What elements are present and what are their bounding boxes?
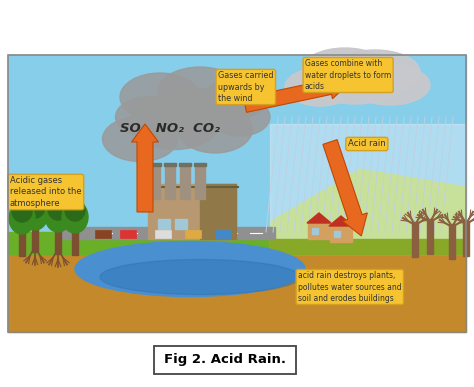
Ellipse shape <box>285 68 355 106</box>
Text: Fig 2. Acid Rain.: Fig 2. Acid Rain. <box>164 353 286 366</box>
Bar <box>164 163 176 166</box>
FancyBboxPatch shape <box>154 346 296 374</box>
Bar <box>95 230 111 238</box>
Bar <box>19 224 25 256</box>
Ellipse shape <box>202 79 267 119</box>
Bar <box>60 227 275 239</box>
Ellipse shape <box>65 199 85 221</box>
Ellipse shape <box>25 196 45 218</box>
Bar <box>195 164 205 199</box>
Ellipse shape <box>48 198 68 220</box>
Ellipse shape <box>100 260 300 295</box>
Bar <box>150 164 160 199</box>
Bar <box>270 124 466 254</box>
Ellipse shape <box>12 200 32 222</box>
Polygon shape <box>270 239 466 254</box>
Bar <box>194 163 206 166</box>
Ellipse shape <box>45 200 71 232</box>
Text: Acid rain: Acid rain <box>348 139 386 149</box>
Bar <box>158 219 170 229</box>
Bar <box>175 219 187 229</box>
Bar <box>185 230 201 238</box>
Bar <box>165 164 175 199</box>
Bar <box>427 219 433 254</box>
Bar <box>412 222 418 257</box>
Text: acid rain destroys plants,
pollutes water sources and
soil and erodes buildings: acid rain destroys plants, pollutes wate… <box>298 271 401 303</box>
Bar <box>463 221 469 256</box>
Text: Gases combine with
water droplets to form
acids: Gases combine with water droplets to for… <box>305 59 391 91</box>
FancyArrow shape <box>131 124 158 212</box>
Bar <box>200 184 236 239</box>
Bar <box>449 224 455 259</box>
Ellipse shape <box>62 201 88 233</box>
Text: SO₂  NO₂  CO₂: SO₂ NO₂ CO₂ <box>120 123 220 135</box>
Ellipse shape <box>120 73 200 121</box>
Ellipse shape <box>157 67 243 117</box>
Bar <box>330 226 352 242</box>
Ellipse shape <box>75 241 305 296</box>
Bar <box>334 231 340 237</box>
Bar <box>149 163 161 166</box>
Bar <box>190 239 270 254</box>
Polygon shape <box>329 216 353 226</box>
Ellipse shape <box>302 48 388 90</box>
Bar <box>180 164 190 199</box>
Ellipse shape <box>330 50 420 94</box>
Bar <box>179 163 191 166</box>
Ellipse shape <box>350 65 430 105</box>
FancyArrow shape <box>323 140 367 236</box>
Bar <box>8 55 466 332</box>
Text: Acidic gases
released into the
atmosphere: Acidic gases released into the atmospher… <box>10 176 82 207</box>
FancyArrow shape <box>244 75 349 112</box>
Ellipse shape <box>102 116 177 161</box>
Bar <box>120 230 136 238</box>
Bar <box>148 184 236 239</box>
Ellipse shape <box>305 56 405 104</box>
Bar <box>8 232 198 254</box>
Bar <box>55 222 61 254</box>
Bar <box>312 228 318 234</box>
Ellipse shape <box>130 94 220 149</box>
Polygon shape <box>270 169 466 254</box>
Ellipse shape <box>116 97 181 137</box>
Text: Gases carried
upwards by
the wind: Gases carried upwards by the wind <box>218 71 273 103</box>
Bar <box>72 223 78 255</box>
Ellipse shape <box>160 88 230 130</box>
Ellipse shape <box>22 198 48 230</box>
Ellipse shape <box>9 202 35 234</box>
Bar <box>32 220 38 252</box>
Bar <box>155 230 171 238</box>
Polygon shape <box>307 213 331 223</box>
Bar <box>8 254 466 332</box>
Bar <box>308 223 330 239</box>
Ellipse shape <box>177 105 253 153</box>
Ellipse shape <box>210 98 270 136</box>
Bar <box>215 230 231 238</box>
